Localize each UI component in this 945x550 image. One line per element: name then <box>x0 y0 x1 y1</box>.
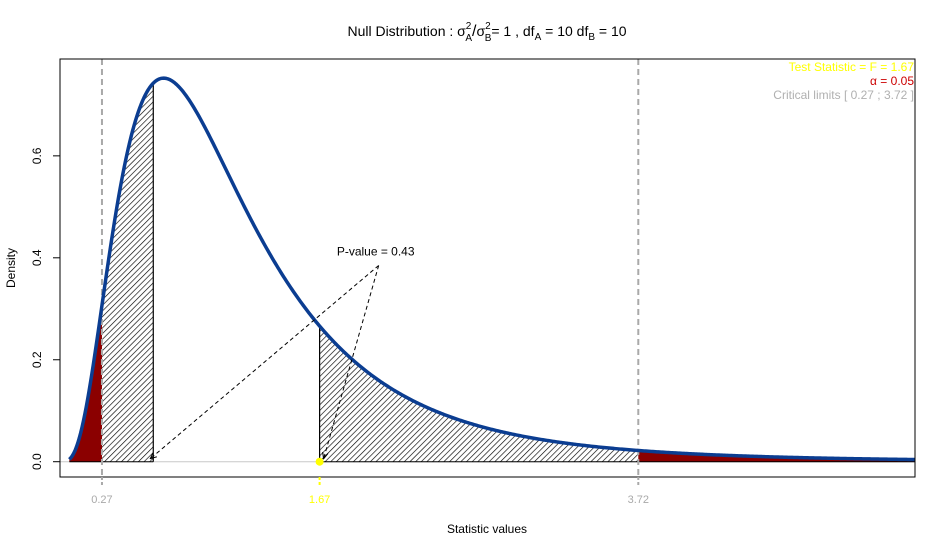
legend-entry-0: Test Statistic = F = 1.67 <box>789 60 915 74</box>
y-axis: 0.0 0.2 0.4 0.6 <box>30 147 61 470</box>
legend-entry-1: α = 0.05 <box>870 74 914 88</box>
x-axis: 0.27 1.67 3.72 <box>91 477 649 506</box>
title-eq: = 1 , df <box>491 23 534 39</box>
pvalue-arrow-left <box>150 265 380 458</box>
legend: Test Statistic = F = 1.67α = 0.05Critica… <box>773 60 914 102</box>
chart-title: Null Distribution : σ2 A/σ2 B= 1 , dfA = 1… <box>347 21 626 44</box>
density-curve-layer <box>68 76 915 462</box>
area-fill-layer <box>69 83 915 463</box>
title-sub-a: A <box>465 33 472 44</box>
title-dfb-sub: B <box>588 32 595 43</box>
title-dfa-val: = 10 df <box>541 23 588 39</box>
x-tick-label-1: 1.67 <box>309 494 330 506</box>
x-axis-label: Statistic values <box>447 522 527 536</box>
y-tick-label-1: 0.2 <box>30 351 44 368</box>
title-sigma-b: σ <box>476 23 485 39</box>
title-sup-b: 2 <box>485 21 491 32</box>
y-tick-label-3: 0.6 <box>30 147 44 164</box>
title-dfa-sub: A <box>535 32 542 43</box>
x-tick-label-2: 3.72 <box>628 494 649 506</box>
annotation-layer <box>150 265 380 466</box>
p-value-label: P-value = 0.43 <box>337 244 415 258</box>
title-main: Null Distribution : σ <box>347 23 466 39</box>
title-sup-a: 2 <box>466 21 472 32</box>
y-tick-label-2: 0.4 <box>30 249 44 266</box>
y-axis-label: Density <box>4 248 18 288</box>
density-curve <box>68 76 915 462</box>
left-pvalue-hatch <box>69 83 154 462</box>
x-tick-label-0: 0.27 <box>91 494 112 506</box>
pvalue-arrow-right <box>324 265 380 458</box>
legend-entry-2: Critical limits [ 0.27 ; 3.72 ] <box>773 88 914 102</box>
plot-frame <box>59 58 916 478</box>
title-sub-b: B <box>485 33 492 44</box>
title-slash: / <box>472 23 477 40</box>
left-rejection-region <box>69 305 102 462</box>
y-tick-label-0: 0.0 <box>30 453 44 470</box>
right-pvalue-hatch <box>319 326 915 462</box>
test-statistic-point <box>315 457 324 466</box>
title-dfb-val: = 10 <box>595 23 627 39</box>
